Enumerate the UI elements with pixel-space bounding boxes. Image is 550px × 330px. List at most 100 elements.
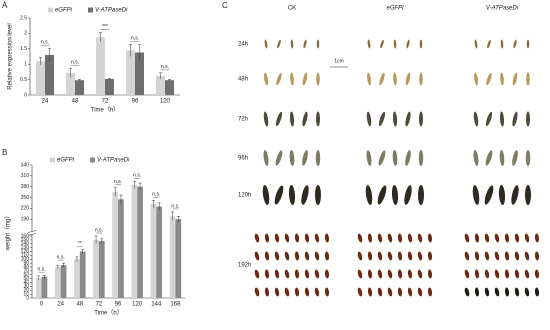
larva [525, 150, 531, 166]
larva [407, 269, 413, 279]
bar [79, 251, 86, 298]
larva [302, 111, 308, 127]
y-tick-label: 90 [23, 260, 29, 266]
bar [126, 50, 135, 95]
larva [377, 233, 383, 243]
larva [407, 233, 413, 243]
larva [397, 233, 403, 243]
larva [407, 251, 413, 261]
x-tick-label: 48 [72, 99, 79, 105]
larva [524, 269, 530, 279]
row-label: 72h [238, 117, 248, 123]
bar [45, 54, 54, 95]
y-tick-label: 160 [21, 233, 30, 239]
larva [284, 233, 290, 243]
larva [316, 72, 320, 86]
row-label: 24h [238, 42, 248, 48]
y-tick-label: 40 [23, 280, 29, 286]
larva [274, 269, 280, 279]
larva [473, 150, 479, 166]
larva [254, 269, 260, 279]
larva [494, 287, 500, 297]
larva [514, 287, 520, 297]
larva [474, 72, 478, 86]
larva [377, 287, 383, 297]
larva [284, 251, 290, 261]
significance: n.s. [95, 227, 103, 233]
y-tick-label: 70 [23, 268, 29, 274]
x-tick-label: 120 [132, 302, 143, 308]
larva [378, 111, 386, 127]
larva [264, 39, 268, 49]
significance: n.s. [41, 40, 49, 46]
larva [294, 269, 300, 279]
y-tick-label: 1.5 [20, 46, 27, 52]
larva [417, 251, 423, 261]
y-tick-label: 50 [23, 276, 29, 282]
x-tick-label: 96 [132, 99, 139, 105]
larva [324, 287, 330, 297]
y-tick-label: 80 [23, 264, 29, 270]
larva [484, 233, 490, 243]
larva [380, 39, 384, 49]
larva [294, 233, 300, 243]
x-tick-label: 144 [151, 302, 162, 308]
larva [288, 185, 296, 205]
column-label: CK [288, 6, 296, 12]
larva [379, 72, 385, 86]
significance: n.s. [57, 254, 65, 260]
larva [513, 39, 517, 49]
larva [524, 233, 530, 243]
larva [486, 72, 492, 86]
larva [393, 72, 397, 86]
significance: *** [102, 24, 108, 30]
larva [276, 72, 282, 86]
y-tick-label: 250 [21, 195, 30, 201]
scale-label: 1cm [334, 58, 343, 64]
larva [289, 150, 295, 166]
larva [534, 269, 540, 279]
y-tick-label: 150 [21, 237, 30, 243]
larva [427, 287, 433, 297]
y-tick-label: 0.5 [20, 77, 27, 83]
x-tick-label: 0 [40, 302, 44, 308]
larva [504, 287, 510, 297]
significance: n.s. [133, 173, 141, 179]
larva [302, 72, 308, 86]
significance: n.s. [114, 179, 122, 185]
larva [294, 287, 300, 297]
x-tick-label: 72 [96, 302, 103, 308]
larva [262, 185, 270, 205]
y-tick-label: 110 [21, 253, 29, 259]
larva [367, 39, 371, 49]
bar [35, 277, 42, 298]
y-tick-label: 2.5 [20, 15, 27, 21]
larva [524, 251, 530, 261]
larva [357, 287, 363, 297]
bar [105, 78, 114, 95]
larva [484, 185, 494, 205]
bar [131, 184, 138, 298]
larva [499, 150, 505, 166]
larva [314, 233, 320, 243]
larva [405, 150, 411, 166]
larva [387, 233, 393, 243]
larva [387, 269, 393, 279]
y-tick-label: 2 [24, 31, 27, 37]
larva [534, 233, 540, 243]
larva [314, 251, 320, 261]
larva [524, 287, 530, 297]
bar [93, 239, 99, 298]
y-tick-label: 120 [21, 249, 30, 255]
larva [357, 251, 363, 261]
larva [314, 287, 320, 297]
y-tick-label: 130 [21, 245, 30, 251]
bar [66, 72, 75, 95]
larva [487, 39, 491, 49]
larva [275, 111, 283, 127]
larva [504, 251, 510, 261]
larva [464, 251, 470, 261]
larva [498, 185, 506, 205]
larva [484, 287, 490, 297]
